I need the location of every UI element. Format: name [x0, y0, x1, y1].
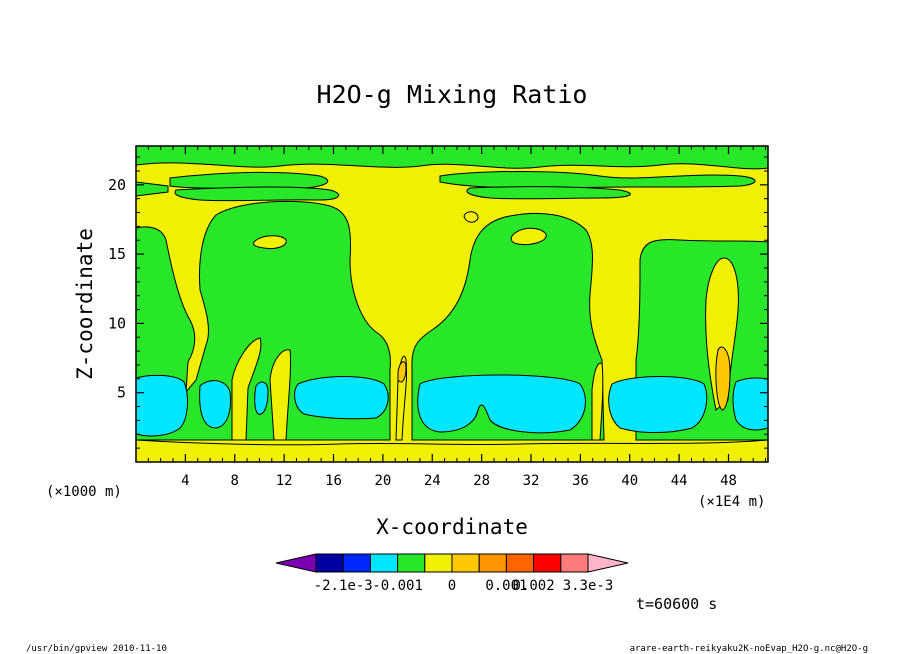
time-label: t=60600 s — [636, 595, 717, 613]
contour-region — [608, 376, 708, 433]
contour-region — [136, 439, 768, 462]
contour-region — [732, 377, 768, 431]
x-unit-right: (×1E4 m) — [698, 494, 765, 510]
x-tick-label: 40 — [621, 473, 638, 489]
x-axis: 4 8 12 16 20 24 28 32 36 40 44 48 — [147, 146, 767, 489]
contour-region — [417, 374, 586, 434]
contour-region — [294, 376, 389, 420]
contour-region — [591, 362, 604, 441]
contour-region — [715, 346, 731, 411]
footer-left: /usr/bin/gpview 2010-11-10 — [26, 644, 167, 654]
x-unit-left: (×1000 m) — [46, 484, 122, 500]
colorbar-swatch — [560, 553, 589, 573]
colorbar-label: 0.002 — [513, 578, 555, 594]
colorbar-swatch — [478, 553, 507, 573]
colorbar-swatch — [315, 553, 344, 573]
x-tick-label: 36 — [572, 473, 589, 489]
x-tick-label: 28 — [473, 473, 490, 489]
contour-region — [136, 181, 169, 197]
y-axis-label: Z-coordinate — [73, 228, 97, 380]
y-tick-label: 15 — [108, 245, 126, 263]
contour-region — [136, 374, 188, 437]
colorbar-extend-left — [275, 553, 317, 573]
colorbar-swatch — [397, 553, 426, 573]
colorbar-swatch — [451, 553, 480, 573]
contour-region — [269, 349, 292, 441]
colorbar-label: 0 — [448, 578, 456, 594]
contour-region — [463, 211, 479, 223]
y-tick-label: 20 — [108, 176, 126, 194]
x-tick-label: 32 — [523, 473, 540, 489]
contour-region — [397, 361, 407, 383]
x-tick-label: 12 — [276, 473, 293, 489]
y-axis: 5 10 15 20 — [108, 156, 768, 449]
colorbar-extend-right — [587, 553, 629, 573]
contour-region — [231, 337, 262, 441]
x-tick-label: 8 — [231, 473, 239, 489]
x-tick-label: 16 — [325, 473, 342, 489]
y-tick-label: 5 — [117, 384, 126, 402]
x-tick-label: 4 — [181, 473, 189, 489]
colorbar-swatch — [369, 553, 399, 573]
contour-region — [510, 227, 547, 245]
contour-region — [136, 146, 768, 170]
colorbar-swatch — [533, 553, 562, 573]
colorbar-swatch — [505, 553, 535, 573]
x-axis-label: X-coordinate — [376, 515, 528, 539]
colorbar-swatch — [424, 553, 453, 573]
x-tick-label: 20 — [374, 473, 391, 489]
plot-frame — [135, 145, 769, 463]
contour-region — [254, 381, 269, 415]
contour-region — [466, 186, 631, 200]
chart-title: H2O-g Mixing Ratio — [317, 80, 588, 109]
x-tick-label: 48 — [720, 473, 737, 489]
colorbar-label: -2.1e-3 — [314, 578, 373, 594]
y-tick-label: 10 — [108, 314, 126, 332]
x-tick-label: 24 — [424, 473, 441, 489]
colorbar-swatch — [342, 553, 371, 573]
contour-region — [174, 186, 340, 202]
colorbar — [275, 553, 629, 573]
plot-area — [135, 145, 769, 463]
colorbar-label: 3.3e-3 — [563, 578, 614, 594]
colorbar-label: -0.001 — [372, 578, 423, 594]
contour-region — [199, 380, 231, 429]
footer-right: arare-earth-reikyaku2K-noEvap_H2O-g.nc@H… — [630, 644, 868, 654]
colorbar-label: 0.001 — [485, 578, 527, 594]
x-tick-label: 44 — [671, 473, 688, 489]
contour-region — [253, 235, 287, 249]
